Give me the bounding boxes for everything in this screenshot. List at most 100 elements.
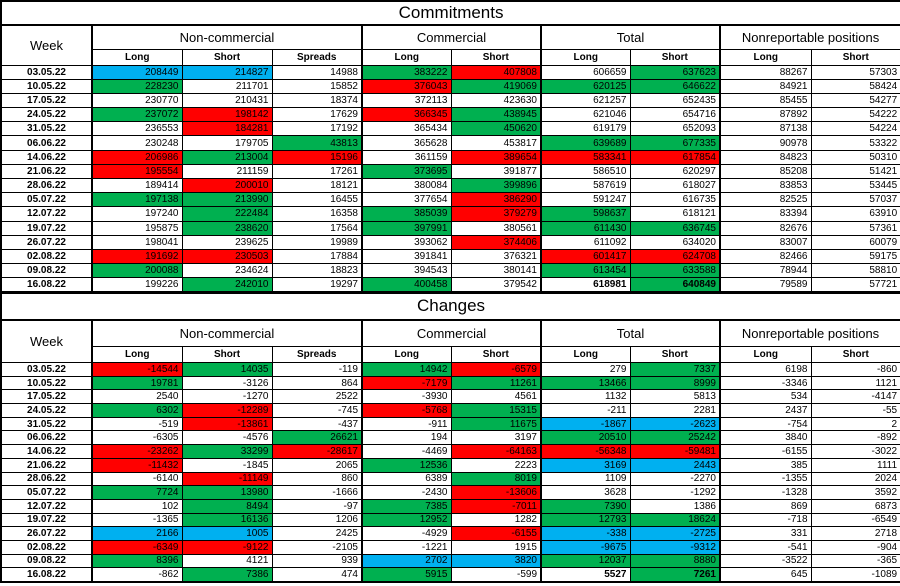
value-cell: -64163 [450,444,542,459]
value-cell: 7261 [629,567,721,582]
value-cell: 5527 [540,567,631,582]
value-cell: -4929 [361,526,452,541]
value-cell: 399896 [450,177,542,194]
value-cell: 611092 [540,234,631,250]
value-cell: 586510 [540,163,631,180]
value-cell: 17192 [271,121,363,137]
value-cell: 88267 [719,64,812,80]
value-cell: 6389 [361,471,452,487]
value-cell: 13466 [540,375,631,391]
value-cell: -6349 [91,539,183,555]
value-cell: 3197 [450,430,542,446]
value-cell: 87892 [719,107,812,123]
value-cell: 386290 [450,192,542,208]
table-row: 02.08.22 -6349 -9122 -2105 -1221 1915 -9675 -93… [0,539,900,555]
value-cell: -1328 [719,485,812,500]
changes-title: Changes [0,293,900,321]
column-header-long: Long [540,48,631,66]
value-cell: 1206 [271,512,363,528]
value-cell: -6155 [450,526,542,541]
week-cell: 26.07.22 [0,234,93,250]
value-cell: 12536 [361,457,452,473]
value-cell: 15852 [271,78,363,94]
value-cell: -7179 [361,375,452,391]
value-cell: 639689 [540,135,631,151]
table-row: 19.07.22 -1365 16136 1206 12952 1282 12793 1862… [0,512,900,528]
value-cell: 83394 [719,206,812,222]
week-cell: 10.05.22 [0,78,93,94]
value-cell: 214827 [181,64,273,80]
week-cell: 09.08.22 [0,263,93,279]
value-cell: 242010 [181,277,273,293]
value-cell: 2425 [271,526,363,541]
value-cell: 85208 [719,163,812,180]
value-cell: 18624 [629,512,721,528]
value-cell: 372113 [361,92,452,109]
value-cell: 230770 [91,92,183,109]
column-header-spreads: Spreads [271,48,363,66]
value-cell: 400458 [361,277,452,293]
value-cell: 206986 [91,149,183,165]
value-cell: -754 [719,416,812,432]
value-cell: 365434 [361,121,452,137]
value-cell: -3022 [810,444,900,459]
value-cell: 234624 [181,263,273,279]
value-cell: -12289 [181,403,273,418]
value-cell: 85455 [719,92,812,109]
value-cell: 474 [271,567,363,582]
column-header-long: Long [91,346,183,363]
value-cell: 7724 [91,485,183,500]
value-cell: 646622 [629,78,721,94]
column-header-short: Short [629,346,721,363]
table-row: 17.05.22 2540 -1270 2522 -3930 4561 1132 5813 53… [0,389,900,405]
value-cell: 618981 [540,277,631,293]
value-cell: 208449 [91,64,183,80]
value-cell: 211701 [181,78,273,94]
value-cell: -1666 [271,485,363,500]
value-cell: 19297 [271,277,363,293]
week-cell: 26.07.22 [0,526,93,541]
week-cell: 31.05.22 [0,416,93,432]
value-cell: 1132 [540,389,631,405]
value-cell: -23262 [91,444,183,459]
week-cell: 12.07.22 [0,206,93,222]
value-cell: 50310 [810,149,900,165]
table-row: 02.08.22 191692 230503 17884 391841 376321 601… [0,248,900,265]
week-header: Week [0,24,93,66]
value-cell: 2281 [629,403,721,418]
value-cell: 15315 [450,403,542,418]
value-cell: 19781 [91,375,183,391]
table-row: 09.08.22 200088 234624 18823 394543 380141 613… [0,263,900,279]
value-cell: 57361 [810,220,900,236]
changes-table: Changes Week Non-commercial Commercial Tota… [0,293,900,583]
group-header-total: Total [540,319,721,347]
value-cell: 8999 [629,375,721,391]
value-cell: -59481 [629,444,721,459]
week-cell: 09.08.22 [0,553,93,569]
value-cell: -5768 [361,403,452,418]
value-cell: 54224 [810,121,900,137]
table-row: 28.06.22 189414 200010 18121 380084 399896 587… [0,177,900,194]
value-cell: 8880 [629,553,721,569]
value-cell: 2718 [810,526,900,541]
value-cell: 534 [719,389,812,405]
value-cell: 7337 [629,362,721,377]
value-cell: -1867 [540,416,631,432]
value-cell: -745 [271,403,363,418]
value-cell: 5915 [361,567,452,582]
value-cell: -718 [719,512,812,528]
column-header-long: Long [361,346,452,363]
table-row: 03.05.22 -14544 14035 -119 14942 -6579 279 7337… [0,362,900,377]
value-cell: 63910 [810,206,900,222]
value-cell: 211159 [181,163,273,180]
value-cell: 616735 [629,192,721,208]
value-cell: 7390 [540,498,631,514]
value-cell: 26621 [271,430,363,446]
value-cell: 618027 [629,177,721,194]
value-cell: 391841 [361,248,452,265]
value-cell: 279 [540,362,631,377]
week-cell: 19.07.22 [0,512,93,528]
changes-title-row: Changes [0,293,900,321]
value-cell: -2270 [629,471,721,487]
week-cell: 14.06.22 [0,444,93,459]
